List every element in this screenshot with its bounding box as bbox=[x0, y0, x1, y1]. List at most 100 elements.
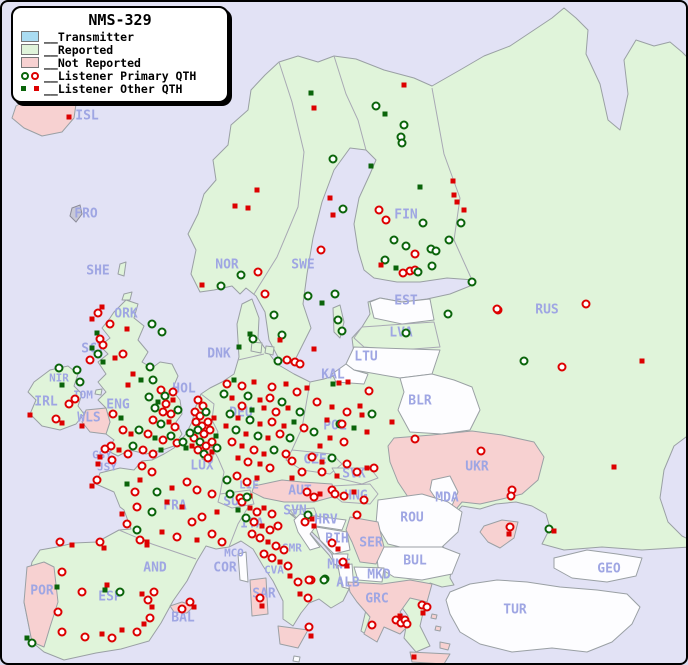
listener-point-rc bbox=[255, 533, 265, 543]
country-label-tur: TUR bbox=[503, 602, 527, 618]
listener-point-gs bbox=[59, 382, 65, 388]
listener-point-rc bbox=[132, 502, 142, 512]
listener-point-gs bbox=[231, 377, 237, 383]
country-label-irl: IRL bbox=[34, 394, 58, 410]
island-crete bbox=[409, 651, 451, 663]
listener-point-gc bbox=[185, 428, 195, 438]
listener-point-gc bbox=[273, 356, 283, 366]
listener-point-gc bbox=[389, 235, 399, 245]
listener-point-gc bbox=[303, 291, 313, 301]
listener-point-gs bbox=[291, 419, 297, 425]
listener-point-gs bbox=[24, 635, 30, 641]
listener-point-rs bbox=[277, 559, 283, 565]
listener-point-rc bbox=[342, 407, 352, 417]
listener-point-rs bbox=[191, 604, 197, 610]
island-aegean-1 bbox=[430, 613, 438, 620]
continent-landmass bbox=[23, 7, 686, 661]
listener-point-gc bbox=[277, 397, 287, 407]
listener-point-rs bbox=[69, 542, 75, 548]
listener-point-rs bbox=[79, 423, 85, 429]
listener-point-gc bbox=[337, 326, 347, 336]
listener-point-gc bbox=[225, 409, 235, 419]
listener-point-rc bbox=[170, 422, 180, 432]
country-geo bbox=[553, 549, 643, 583]
listener-point-rs bbox=[257, 461, 263, 467]
listener-point-rc bbox=[492, 304, 502, 314]
listener-point-rc bbox=[232, 471, 242, 481]
listener-point-rc bbox=[275, 429, 285, 439]
listener-point-rs bbox=[297, 591, 303, 597]
listener-point-rc bbox=[207, 437, 217, 447]
country-label-eng: ENG bbox=[106, 397, 130, 413]
listener-point-rs bbox=[211, 415, 217, 421]
listener-point-rc bbox=[557, 362, 567, 372]
country-label-ukr: UKR bbox=[465, 459, 489, 475]
island-sicily bbox=[277, 625, 309, 649]
listener-point-rs bbox=[27, 412, 33, 418]
listener-point-rs bbox=[137, 477, 143, 483]
listener-point-rs bbox=[336, 380, 342, 386]
listener-point-rc bbox=[267, 417, 277, 427]
listener-point-rc bbox=[187, 517, 197, 527]
listener-point-rs bbox=[324, 417, 330, 423]
country-label-est: EST bbox=[394, 293, 418, 309]
country-mkd bbox=[353, 566, 385, 583]
country-label-hol: HOL bbox=[172, 381, 196, 397]
listener-point-rs bbox=[170, 397, 176, 403]
listener-point-rc bbox=[402, 619, 412, 629]
listener-point-rc bbox=[148, 449, 158, 459]
listener-point-rs bbox=[334, 473, 340, 479]
listener-point-rs bbox=[261, 505, 267, 511]
listener-point-rc bbox=[77, 587, 87, 597]
reported-swatch bbox=[21, 44, 39, 55]
legend-row-other-qth: __Listener Other QTH bbox=[21, 82, 219, 96]
listener-point-gc bbox=[328, 154, 338, 164]
listener-point-rc bbox=[197, 512, 207, 522]
caspian-sea bbox=[659, 436, 686, 539]
country-label-isl: ISL bbox=[75, 108, 99, 124]
listener-point-rc bbox=[342, 459, 352, 469]
listener-point-rc bbox=[327, 538, 337, 548]
listener-point-rs bbox=[283, 381, 289, 387]
country-label-rus: RUS bbox=[535, 302, 559, 318]
listener-point-rs bbox=[397, 613, 403, 619]
listener-point-rc bbox=[149, 587, 159, 597]
listener-point-rs bbox=[359, 412, 365, 418]
country-label-blr: BLR bbox=[408, 393, 432, 409]
listener-point-gc bbox=[93, 349, 103, 359]
listener-point-gs bbox=[236, 344, 242, 350]
country-label-swe: SWE bbox=[291, 257, 315, 273]
listener-point-gc bbox=[236, 270, 246, 280]
listener-point-gs bbox=[247, 331, 253, 337]
listener-point-rc bbox=[207, 489, 217, 499]
listener-point-rs bbox=[101, 545, 107, 551]
listener-point-gs bbox=[351, 425, 357, 431]
country-label-fro: FRO bbox=[74, 206, 98, 222]
listener-point-rc bbox=[85, 355, 95, 365]
listener-point-gc bbox=[467, 277, 477, 287]
listener-point-rc bbox=[80, 632, 90, 642]
listener-point-rc bbox=[295, 359, 305, 369]
listener-point-rc bbox=[237, 401, 247, 411]
listener-point-rc bbox=[143, 429, 153, 439]
listener-point-rs bbox=[245, 205, 251, 211]
listener-point-rs bbox=[95, 461, 101, 467]
listener-point-rs bbox=[166, 419, 172, 425]
listener-point-rs bbox=[104, 582, 110, 588]
listener-point-rc bbox=[338, 557, 348, 567]
listener-point-rc bbox=[93, 308, 103, 318]
listener-point-rc bbox=[98, 340, 108, 350]
island-man bbox=[94, 388, 103, 396]
listener-point-rs bbox=[411, 654, 417, 660]
listener-point-rc bbox=[287, 456, 297, 466]
listener-point-rs bbox=[317, 443, 323, 449]
listener-point-gc bbox=[245, 415, 255, 425]
island-fyn bbox=[264, 345, 275, 356]
listener-point-rc bbox=[247, 529, 257, 539]
listener-point-rc bbox=[339, 491, 349, 501]
listener-point-gs bbox=[368, 163, 374, 169]
listener-point-gs bbox=[213, 433, 219, 439]
listener-point-rs bbox=[277, 337, 283, 343]
listener-point-gs bbox=[124, 481, 130, 487]
island-shetland bbox=[117, 261, 127, 277]
